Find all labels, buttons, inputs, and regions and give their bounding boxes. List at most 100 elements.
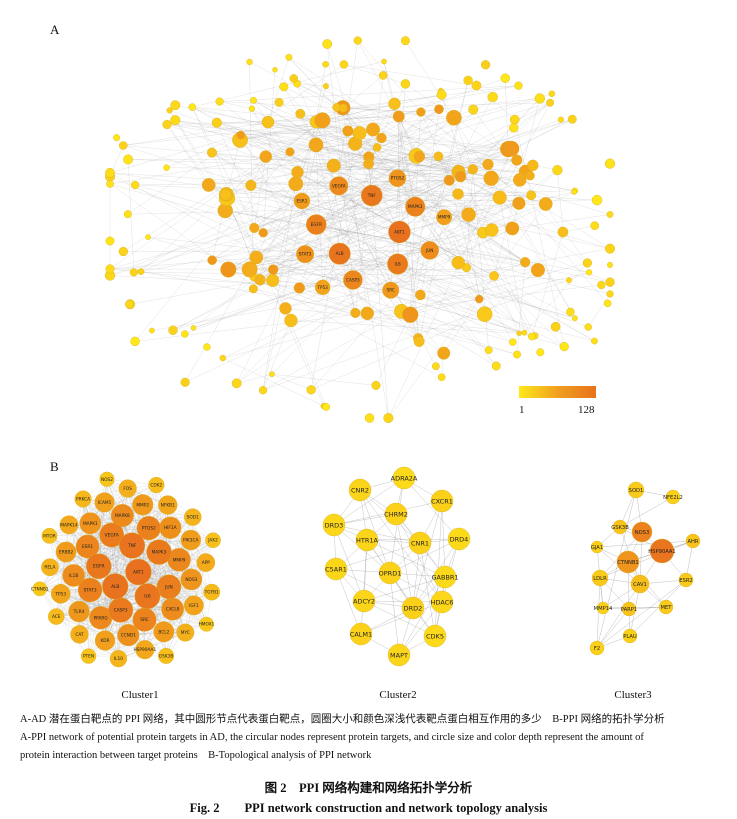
network-node — [190, 325, 197, 331]
network-node: STAT3 — [296, 245, 315, 264]
network-node: DRD2 — [401, 596, 425, 620]
network-node — [489, 271, 499, 281]
network-node — [503, 140, 520, 157]
network-node: ESR2 — [678, 572, 694, 588]
network-node — [559, 342, 569, 352]
network-node — [285, 53, 293, 61]
svg-text:DRD4: DRD4 — [450, 535, 469, 543]
network-node — [170, 100, 181, 111]
network-node: HDAC6 — [431, 590, 454, 614]
network-node: TNF — [361, 184, 383, 207]
svg-text:TNF: TNF — [127, 543, 137, 549]
legend-min-value: 1 — [519, 404, 525, 416]
svg-text:CAV1: CAV1 — [633, 582, 647, 588]
network-node: LDLR — [591, 569, 609, 587]
network-node: SRC — [132, 607, 157, 632]
network-node — [433, 151, 444, 162]
network-node — [363, 158, 374, 170]
network-node: MAPK8 — [110, 504, 134, 527]
network-node: GABBR1 — [431, 565, 459, 589]
network-node — [289, 74, 299, 83]
network-node — [170, 115, 181, 126]
svg-text:F2: F2 — [594, 646, 600, 652]
network-node: NFE2L2 — [663, 489, 683, 505]
network-node: KDR — [94, 630, 116, 651]
network-node — [249, 222, 260, 233]
network-node — [246, 58, 253, 66]
network-node — [207, 147, 217, 158]
network-node — [476, 306, 493, 322]
svg-text:FOS: FOS — [123, 486, 132, 492]
network-node — [113, 134, 121, 142]
network-node: NOS2 — [99, 471, 115, 487]
svg-text:ERBB2: ERBB2 — [59, 550, 74, 556]
network-node — [461, 207, 476, 222]
network-node — [552, 165, 563, 176]
svg-text:CTNNB1: CTNNB1 — [617, 560, 638, 566]
network-node: DRD4 — [447, 527, 471, 551]
network-node: ADCY2 — [352, 589, 376, 613]
network-node: CDK2 — [148, 476, 165, 494]
network-node — [326, 158, 341, 173]
network-node: IL10 — [109, 650, 128, 668]
network-node: PTGS2 — [388, 169, 407, 187]
network-node — [437, 346, 451, 360]
network-node: DRD3 — [322, 513, 346, 537]
svg-text:ALB: ALB — [111, 584, 119, 590]
network-node — [492, 190, 507, 205]
network-node: AKT1 — [388, 220, 411, 244]
network-node: C5AR1 — [324, 557, 348, 581]
svg-text:PTGS2: PTGS2 — [391, 176, 405, 181]
svg-text:JUN: JUN — [425, 248, 433, 253]
svg-text:HDAC6: HDAC6 — [431, 598, 454, 606]
network-node — [416, 107, 426, 117]
svg-text:IL1B: IL1B — [69, 573, 78, 579]
network-node — [400, 79, 411, 89]
network-node — [220, 261, 237, 278]
network-node: MAPK3 — [405, 196, 426, 217]
network-node: GSK3B — [611, 519, 629, 535]
svg-text:MAPK3: MAPK3 — [152, 550, 167, 556]
color-scale-bar — [519, 386, 596, 398]
svg-text:MET: MET — [661, 605, 673, 611]
network-node — [603, 299, 612, 308]
network-node — [566, 307, 575, 317]
network-node — [467, 164, 478, 175]
cluster2-label: Cluster2 — [379, 689, 417, 701]
network-node — [106, 180, 114, 188]
network-node — [137, 268, 145, 275]
network-node: CALM1 — [349, 622, 373, 646]
network-node: PARP1 — [621, 601, 637, 617]
network-node: FOS — [118, 479, 137, 498]
svg-text:CDK2: CDK2 — [150, 483, 162, 489]
network-node — [245, 179, 257, 191]
network-node — [534, 93, 545, 104]
network-node: ICAM1 — [94, 492, 115, 513]
svg-text:CTNNB1: CTNNB1 — [31, 586, 49, 592]
network-node — [293, 282, 305, 294]
network-node — [249, 250, 264, 265]
network-node: F2 — [589, 640, 605, 656]
network-node: TP53 — [51, 584, 71, 604]
network-node: MAPK3 — [146, 539, 172, 565]
network-node — [372, 143, 382, 152]
network-node — [483, 170, 499, 186]
svg-text:NOS3: NOS3 — [185, 577, 197, 583]
svg-text:ESR1: ESR1 — [82, 544, 93, 550]
network-node: NFKB1 — [158, 495, 178, 515]
svg-text:IL10: IL10 — [114, 656, 123, 662]
figure-title-en: Fig. 2 PPI network construction and netw… — [189, 801, 548, 815]
svg-text:CNR1: CNR1 — [411, 539, 429, 547]
network-node — [525, 171, 535, 181]
network-node — [291, 166, 304, 179]
network-node — [371, 380, 381, 390]
svg-text:HIF1A: HIF1A — [164, 525, 177, 531]
svg-text:LDLR: LDLR — [593, 576, 607, 582]
network-node — [597, 280, 606, 290]
network-node — [241, 261, 258, 278]
network-node — [378, 71, 388, 80]
svg-text:CASP3: CASP3 — [346, 277, 360, 282]
network-node: SRC — [382, 281, 400, 299]
network-node: PTGS2 — [136, 516, 161, 541]
panel-a-nodes: TP53 MMP9 ESR1 SRC PTGS2 STAT3 JUN VEGFA CASP3 MA… — [104, 36, 616, 424]
